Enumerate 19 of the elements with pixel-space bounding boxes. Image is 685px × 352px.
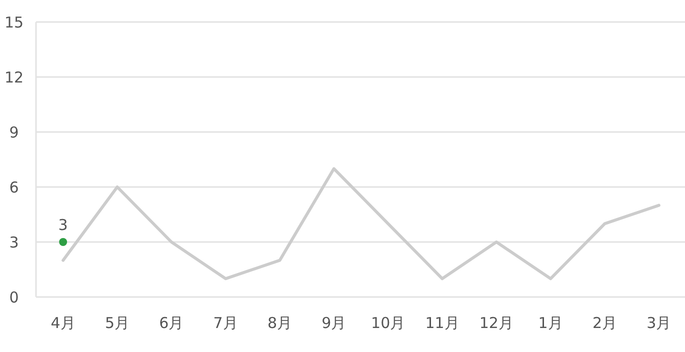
x-tick-label: 12月 [479, 314, 514, 332]
x-tick-label: 7月 [213, 314, 238, 332]
y-tick-label: 6 [9, 178, 19, 196]
x-tick-label: 2月 [592, 314, 618, 332]
y-tick-label: 15 [4, 13, 24, 32]
x-tick-label: 10月 [371, 314, 406, 332]
y-tick-label: 12 [4, 68, 24, 86]
y-tick-label: 3 [9, 233, 19, 252]
x-tick-label: 3月 [646, 314, 672, 332]
x-tick-label: 11月 [425, 314, 460, 332]
x-tick-label: 6月 [159, 314, 184, 332]
x-tick-label: 4月 [50, 314, 76, 332]
x-tick-label: 9月 [322, 314, 346, 332]
data-label: 3 [58, 216, 68, 234]
y-tick-label: 9 [9, 123, 19, 142]
y-tick-label: 0 [9, 288, 19, 306]
x-tick-label: 1月 [538, 314, 563, 332]
x-tick-label: 5月 [104, 314, 130, 332]
x-tick-label: 8月 [267, 314, 292, 332]
